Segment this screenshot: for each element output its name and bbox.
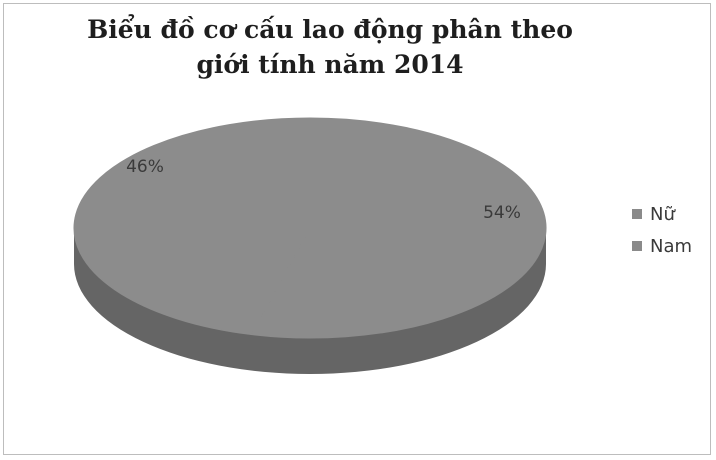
pie-slice-nu (73, 117, 311, 336)
legend-swatch-nam (632, 241, 642, 251)
legend-label-nu: Nữ (650, 203, 675, 225)
legend-item-nam: Nam (632, 230, 692, 262)
legend-item-nu: Nữ (632, 198, 692, 230)
legend-swatch-nu (632, 209, 642, 219)
legend-label-nam: Nam (650, 235, 693, 257)
pie-side (74, 228, 546, 374)
data-label-nam: 54% (483, 203, 521, 223)
chart-title: Biểu đồ cơ cấu lao động phân theo giới t… (87, 15, 573, 79)
data-label-nu: 46% (126, 157, 164, 177)
pie-slice-nam (250, 117, 547, 339)
chart-legend: Nữ Nam (632, 198, 692, 262)
